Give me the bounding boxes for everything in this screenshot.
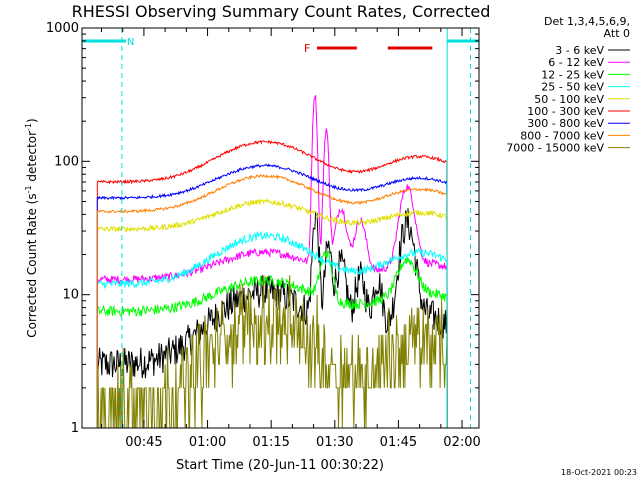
legend-label: 300 - 800 keV <box>527 117 604 130</box>
series-line <box>96 173 448 429</box>
series-line <box>96 230 448 429</box>
x-tick-label: 02:00 <box>443 435 480 450</box>
legend-label: 25 - 50 keV <box>541 81 604 94</box>
legend-label: 6 - 12 keV <box>548 56 604 69</box>
y-tick-label: 1 <box>71 421 79 436</box>
y-label-sup2: -1 <box>24 123 33 131</box>
plot-frame <box>81 27 480 429</box>
legend-label: 800 - 7000 keV <box>520 129 604 142</box>
series-line <box>96 197 448 429</box>
y-tick-label: 10 <box>62 288 79 303</box>
y-tick-label: 1000 <box>46 21 79 36</box>
series-line <box>96 248 448 429</box>
x-tick-label: 01:00 <box>189 435 226 450</box>
series-line <box>96 95 448 429</box>
legend-label: 12 - 25 keV <box>541 68 604 81</box>
series-line <box>96 139 448 429</box>
legend-label: 7000 - 15000 keV <box>506 142 604 155</box>
x-tick-label: 00:45 <box>125 435 162 450</box>
flare-label: F <box>304 42 310 55</box>
series-line <box>96 208 448 429</box>
y-label-end: ) <box>25 118 39 123</box>
night-label: N <box>127 37 134 48</box>
series-line <box>96 163 448 429</box>
y-axis: 1 10 100 1000 <box>46 21 479 436</box>
x-axis: 00:45 01:00 01:15 01:30 01:45 02:00 <box>101 28 481 450</box>
x-tick-label: 01:30 <box>316 435 353 450</box>
y-label-sup1: -1 <box>24 185 33 193</box>
legend-label: 3 - 6 keV <box>555 44 604 57</box>
legend-label: 100 - 300 keV <box>527 105 604 118</box>
y-tick-label: 100 <box>54 154 79 169</box>
x-tick-label: 01:45 <box>380 435 417 450</box>
legend-header-2: Att 0 <box>604 27 630 40</box>
footer-date: 18-Oct-2021 00:23 <box>561 468 637 477</box>
chart-title: RHESSI Observing Summary Count Rates, Co… <box>72 2 491 21</box>
x-axis-label: Start Time (20-Jun-11 00:30:22) <box>176 458 384 473</box>
y-axis-label: Corrected Count Rate (s-1 detector-1) <box>24 118 39 337</box>
x-tick-label: 01:15 <box>252 435 289 450</box>
y-label-mid: detector <box>25 131 39 186</box>
legend-label: 50 - 100 keV <box>534 93 604 106</box>
y-label-main: Corrected Count Rate (s <box>25 193 39 337</box>
legend-header-1: Det 1,3,4,5,6,9, <box>544 15 630 28</box>
series-layer <box>96 95 448 429</box>
